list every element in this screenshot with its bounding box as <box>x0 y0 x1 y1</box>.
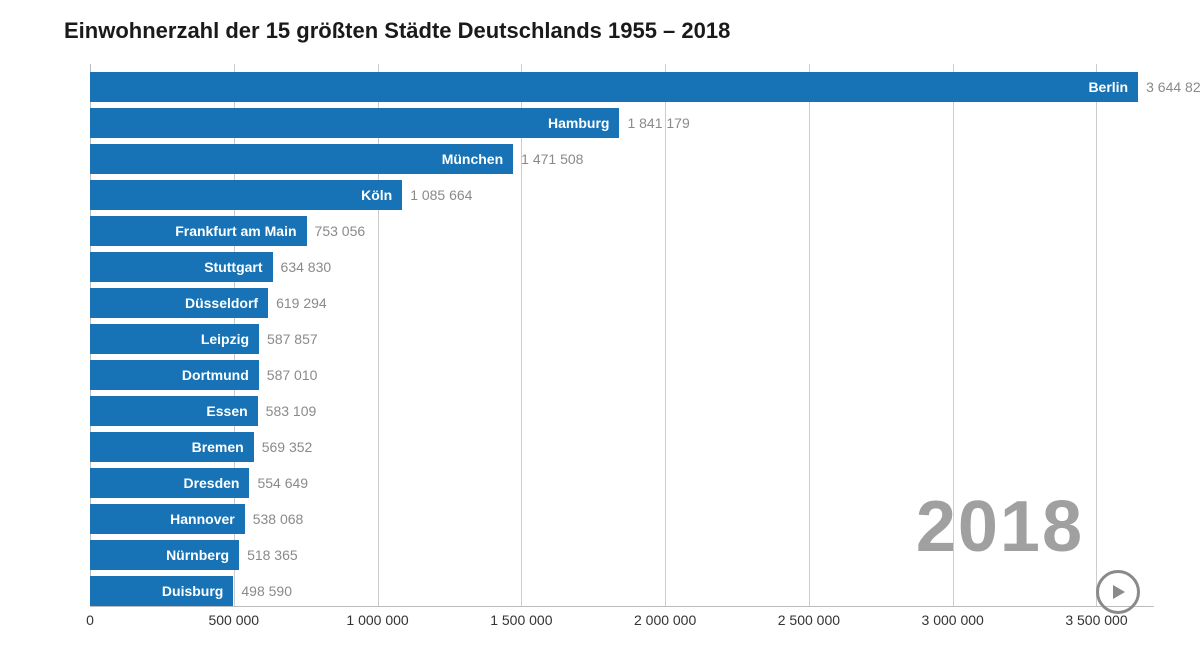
bar-row: Duisburg498 590 <box>90 576 1154 606</box>
x-axis-tick: 0 <box>86 612 94 628</box>
x-axis-tick: 2 500 000 <box>778 612 840 628</box>
year-watermark: 2018 <box>916 486 1084 568</box>
bar-city-label: Hannover <box>90 504 245 534</box>
bar-city-label: Nürnberg <box>90 540 239 570</box>
bar-value-label: 634 830 <box>273 252 332 282</box>
bar-value-label: 1 841 179 <box>619 108 689 138</box>
bar-value-label: 498 590 <box>233 576 292 606</box>
bar-value-label: 554 649 <box>249 468 308 498</box>
bar-row: Köln1 085 664 <box>90 180 1154 210</box>
bar-row: Frankfurt am Main753 056 <box>90 216 1154 246</box>
bar-city-label: Dortmund <box>90 360 259 390</box>
bar-row: Essen583 109 <box>90 396 1154 426</box>
x-axis-tick: 1 500 000 <box>490 612 552 628</box>
x-axis-tick: 2 000 000 <box>634 612 696 628</box>
bar-value-label: 538 068 <box>245 504 304 534</box>
x-axis-tick: 1 000 000 <box>346 612 408 628</box>
bar-city-label: Leipzig <box>90 324 259 354</box>
bar-city-label: Essen <box>90 396 258 426</box>
bar-city-label: Stuttgart <box>90 252 273 282</box>
bar-value-label: 518 365 <box>239 540 298 570</box>
bar-city-label: Bremen <box>90 432 254 462</box>
bar-city-label: Berlin <box>90 72 1138 102</box>
bar-row: München1 471 508 <box>90 144 1154 174</box>
play-icon <box>1109 583 1127 601</box>
bar-row: Düsseldorf619 294 <box>90 288 1154 318</box>
bar-city-label: Köln <box>90 180 402 210</box>
bar-value-label: 1 085 664 <box>402 180 472 210</box>
x-axis-tick: 3 000 000 <box>922 612 984 628</box>
bar-value-label: 3 644 826 <box>1138 72 1200 102</box>
x-axis-tick: 500 000 <box>208 612 259 628</box>
bar-value-label: 1 471 508 <box>513 144 583 174</box>
bar-row: Bremen569 352 <box>90 432 1154 462</box>
bar-row: Berlin3 644 826 <box>90 72 1154 102</box>
bar-city-label: München <box>90 144 513 174</box>
play-button[interactable] <box>1096 570 1140 614</box>
chart-area: Berlin3 644 826Hamburg1 841 179München1 … <box>64 64 1154 624</box>
bar-value-label: 587 010 <box>259 360 318 390</box>
bar-value-label: 583 109 <box>258 396 317 426</box>
bar-city-label: Hamburg <box>90 108 619 138</box>
bar-value-label: 619 294 <box>268 288 327 318</box>
bar-value-label: 753 056 <box>307 216 366 246</box>
bar-city-label: Duisburg <box>90 576 233 606</box>
bar-value-label: 569 352 <box>254 432 313 462</box>
bar-row: Leipzig587 857 <box>90 324 1154 354</box>
bar-row: Dortmund587 010 <box>90 360 1154 390</box>
bar-city-label: Frankfurt am Main <box>90 216 307 246</box>
bar-city-label: Dresden <box>90 468 249 498</box>
bar-city-label: Düsseldorf <box>90 288 268 318</box>
bar-row: Hamburg1 841 179 <box>90 108 1154 138</box>
chart-title: Einwohnerzahl der 15 größten Städte Deut… <box>64 18 1170 44</box>
bar-value-label: 587 857 <box>259 324 318 354</box>
bar-row: Stuttgart634 830 <box>90 252 1154 282</box>
x-axis-tick: 3 500 000 <box>1065 612 1127 628</box>
